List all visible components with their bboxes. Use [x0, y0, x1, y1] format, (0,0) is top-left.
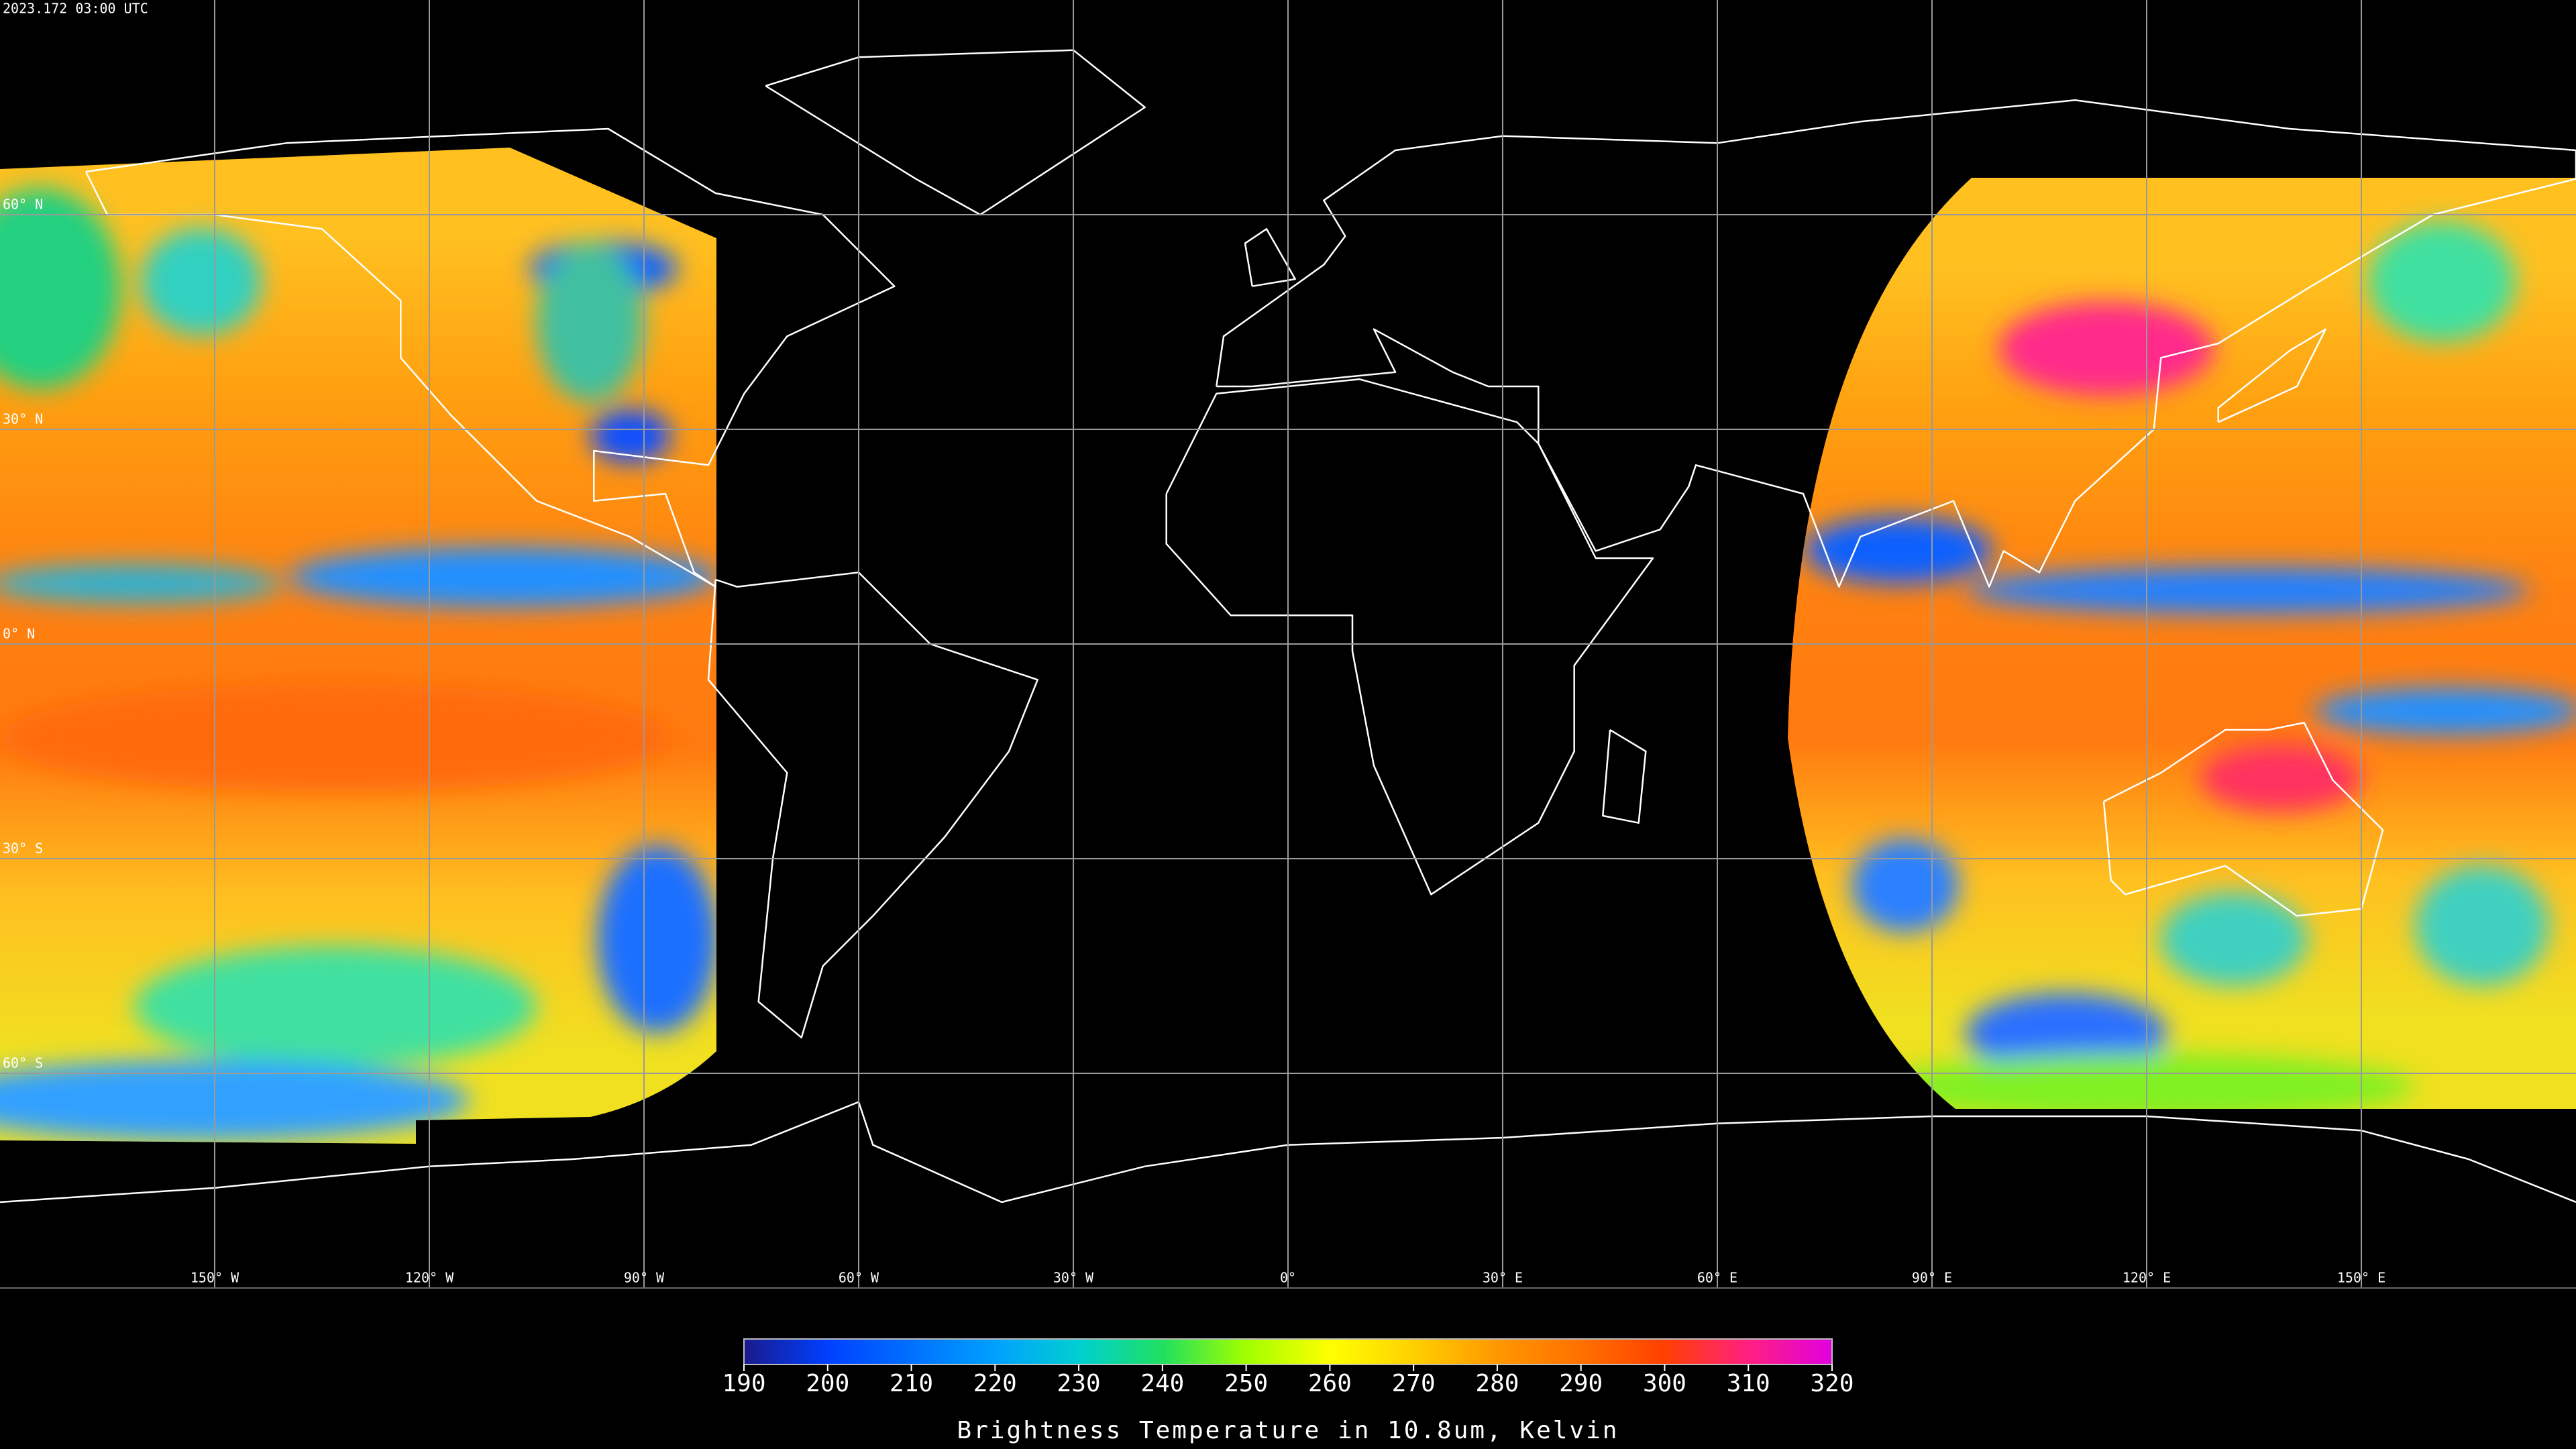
- graticule: 150° W 120° W 90° W 60° W 30° W 0° 30° E 60° E 9…: [0, 0, 2576, 1288]
- lon-label: 150° E: [2337, 1270, 2385, 1286]
- lon-label: 150° W: [191, 1270, 239, 1286]
- colorbar-tick-label: 270: [1392, 1370, 1436, 1397]
- colorbar: [743, 1338, 1833, 1365]
- colorbar-tick-label: 230: [1057, 1370, 1101, 1397]
- coastline: [1244, 228, 1296, 287]
- colorbar-tick-label: 190: [722, 1370, 765, 1397]
- colorbar-tick-label: 250: [1224, 1370, 1268, 1397]
- lat-label: 30° N: [3, 411, 43, 427]
- lon-label: 0°: [1280, 1270, 1296, 1286]
- coastline: [765, 49, 1146, 216]
- lat-label: 0° N: [3, 626, 35, 642]
- coastline: [1165, 378, 1654, 896]
- lon-label: 30° W: [1053, 1270, 1094, 1286]
- coastline: [1216, 99, 2576, 588]
- lon-label: 30° E: [1483, 1270, 1523, 1286]
- imagery-west: [0, 148, 716, 1144]
- colorbar-tick-label: 220: [973, 1370, 1017, 1397]
- lat-label: 60° N: [3, 197, 43, 213]
- lon-label: 90° E: [1912, 1270, 1952, 1286]
- coastline: [2102, 722, 2384, 917]
- lon-label: 60° E: [1697, 1270, 1737, 1286]
- imagery-east: [1788, 178, 2576, 1109]
- colorbar-tick-label: 290: [1559, 1370, 1603, 1397]
- lon-label: 120° E: [2123, 1270, 2171, 1286]
- lon-label: 120° W: [405, 1270, 454, 1286]
- colorbar-tick-label: 240: [1140, 1370, 1184, 1397]
- colorbar-tick-label: 210: [890, 1370, 933, 1397]
- colorbar-tick-label: 310: [1727, 1370, 1770, 1397]
- colorbar-label: Brightness Temperature in 10.8um, Kelvin: [957, 1417, 1619, 1444]
- coastline: [1602, 729, 1647, 824]
- lat-label: 60° S: [3, 1055, 43, 1071]
- coastline: [85, 127, 896, 588]
- coastline: [2217, 328, 2326, 423]
- lon-label: 90° W: [624, 1270, 665, 1286]
- timestamp: 2023.172 03:00 UTC: [3, 1, 148, 17]
- colorbar-tick-label: 260: [1308, 1370, 1352, 1397]
- colorbar-tick-label: 300: [1643, 1370, 1686, 1397]
- lon-label: 60° W: [839, 1270, 879, 1286]
- colorbar-tick-label: 200: [806, 1370, 849, 1397]
- coastline: [707, 572, 1038, 1038]
- coastline: [0, 1101, 2576, 1203]
- colorbar-tick-label: 280: [1475, 1370, 1519, 1397]
- colorbar-tick-label: 320: [1810, 1370, 1854, 1397]
- lat-label: 30° S: [3, 841, 43, 857]
